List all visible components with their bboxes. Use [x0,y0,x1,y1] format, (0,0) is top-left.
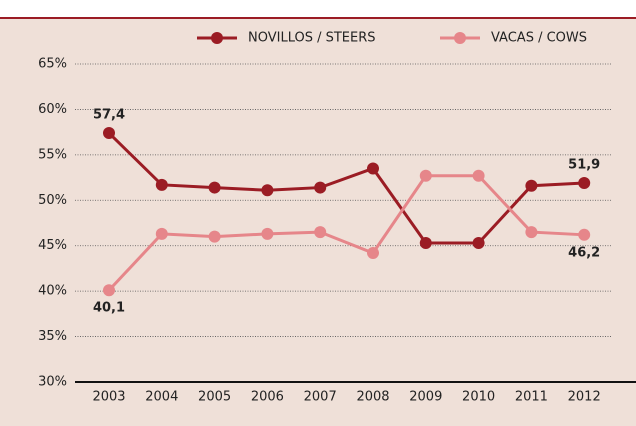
x-tick-label: 2004 [145,390,178,405]
point [314,181,327,194]
point [472,236,485,249]
x-tick-label: 2012 [568,390,601,405]
point [103,284,115,297]
data-label: 57,4 [93,108,125,123]
x-tick-label: 2008 [356,390,389,405]
point [578,177,591,190]
point [578,228,591,241]
y-tick-label: 55% [38,147,67,162]
point [103,127,115,140]
x-tick-label: 2011 [515,390,548,405]
y-tick-label: 40% [38,284,67,299]
x-tick-label: 2006 [251,390,284,405]
x-tick-label: 2005 [198,390,231,405]
data-label: 46,2 [568,245,600,260]
x-tick-label: 2007 [304,390,337,405]
point [367,162,379,175]
legend-label: NOVILLOS / STEERS [248,31,376,46]
y-tick-label: 50% [38,193,67,208]
series-line [107,174,585,292]
header-band [0,0,636,18]
point [208,230,221,243]
y-tick-label: 60% [38,102,67,117]
x-tick-label: 2009 [409,390,442,405]
y-tick-label: 65% [38,57,67,72]
point [314,226,327,239]
legend-marker [454,32,466,44]
point [261,227,274,240]
data-label: 40,1 [93,301,125,316]
point [419,236,432,249]
legend-marker [211,32,223,44]
point [472,169,485,182]
point [155,227,168,240]
y-tick-label: 30% [38,375,67,390]
point [208,181,221,194]
point [419,169,432,182]
y-tick-label: 35% [38,329,67,344]
data-label: 51,9 [568,158,600,173]
y-tick-label: 45% [38,238,67,253]
x-tick-label: 2010 [462,390,495,405]
point [525,226,538,239]
point [367,246,379,259]
point [155,178,168,191]
series-line [107,131,585,245]
point [261,184,274,197]
legend-label: VACAS / COWS [491,31,587,46]
point [525,179,538,192]
x-tick-label: 2003 [92,390,125,405]
